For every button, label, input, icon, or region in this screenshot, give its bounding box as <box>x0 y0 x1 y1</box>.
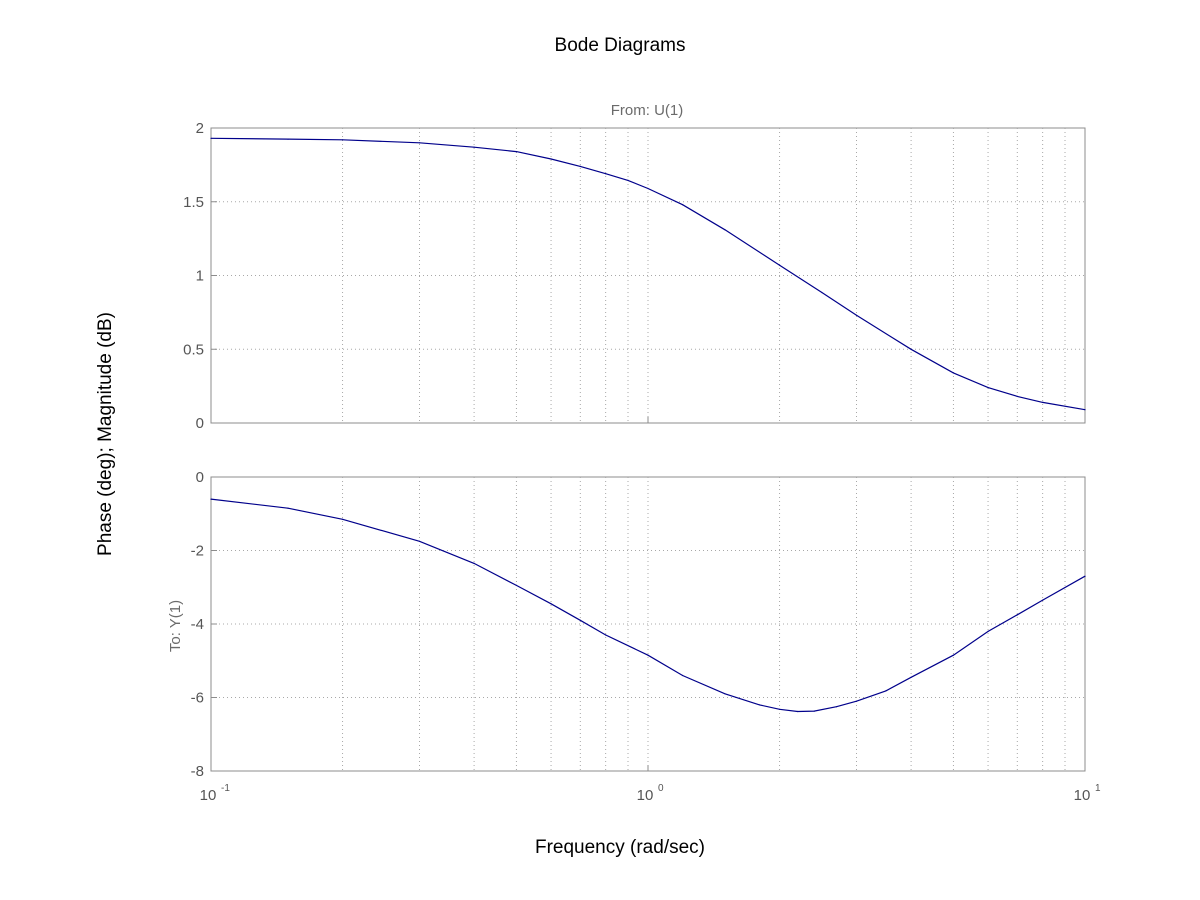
phase-data-point <box>579 619 581 621</box>
phase-y-tick-label: -4 <box>191 616 204 633</box>
magnitude-y-tick-label: 0 <box>196 415 204 432</box>
magnitude-data-point <box>1042 401 1044 403</box>
y-axis-label: Phase (deg); Magnitude (dB) <box>95 312 116 556</box>
x-tick-label: 10 <box>1074 787 1091 804</box>
phase-data-point <box>759 704 761 706</box>
x-tick-exponent: -1 <box>221 783 230 794</box>
phase-data-point <box>342 518 344 520</box>
phase-data-point <box>813 710 815 712</box>
phase-data-point <box>515 584 518 587</box>
magnitude-data-point <box>287 138 289 140</box>
magnitude-y-tick-label: 0.5 <box>183 341 204 358</box>
magnitude-data-point <box>724 229 726 231</box>
phase-data-point <box>797 710 799 713</box>
magnitude-data-point <box>210 137 212 139</box>
phase-data-point <box>1084 575 1086 577</box>
phase-y-tick-label: -6 <box>191 690 204 707</box>
magnitude-data-point <box>473 146 475 148</box>
phase-data-point <box>910 676 912 678</box>
phase-data-point <box>682 674 684 677</box>
magnitude-curve <box>210 137 1086 411</box>
magnitude-data-point <box>682 204 684 206</box>
phase-y-tick-label: -8 <box>191 763 204 780</box>
magnitude-data-point <box>821 291 823 294</box>
magnitude-data-point <box>910 348 912 350</box>
phase-data-point <box>855 700 858 702</box>
phase-panel: -8 -6 -4 -2 0 <box>191 469 1086 780</box>
magnitude-data-point <box>647 187 649 190</box>
magnitude-y-tick-label: 1.5 <box>183 194 204 211</box>
magnitude-data-point <box>579 165 581 167</box>
phase-data-point <box>605 634 607 636</box>
magnitude-data-point <box>418 142 421 144</box>
plot-panels: 0 0.5 1 1.5 2 -8 -6 -4 -2 0 10 -1 10 0 10 1 <box>183 120 1101 804</box>
phase-data-point <box>885 690 887 692</box>
magnitude-y-tick-label: 2 <box>196 120 204 137</box>
chart-title: Bode Diagrams <box>555 35 686 56</box>
phase-data-point <box>550 603 552 605</box>
x-tick-exponent: 1 <box>1095 783 1101 794</box>
from-input-label: From: U(1) <box>611 102 684 119</box>
phase-y-tick-label: 0 <box>196 469 204 486</box>
phase-data-point <box>987 630 989 633</box>
to-output-label: To: Y(1) <box>167 600 184 652</box>
phase-data-point <box>1042 599 1044 601</box>
magnitude-data-point <box>855 314 858 316</box>
magnitude-data-point <box>550 158 552 160</box>
magnitude-data-point <box>342 139 344 141</box>
x-tick-exponent: 0 <box>658 783 664 794</box>
magnitude-data-point <box>627 179 629 181</box>
phase-data-point <box>835 706 838 708</box>
phase-data-point <box>952 654 955 656</box>
magnitude-data-point <box>1016 395 1018 397</box>
magnitude-data-point <box>779 264 781 266</box>
x-axis-label: Frequency (rad/sec) <box>535 837 705 858</box>
phase-data-point <box>473 562 475 565</box>
x-tick-label: 10 <box>637 787 654 804</box>
magnitude-data-point <box>515 151 518 153</box>
magnitude-panel: 0 0.5 1 1.5 2 <box>183 120 1086 432</box>
phase-data-point <box>418 540 421 542</box>
phase-data-point <box>1016 614 1018 616</box>
x-tick-labels: 10 -1 10 0 10 1 <box>200 783 1101 804</box>
phase-data-point <box>724 693 726 695</box>
x-tick-label: 10 <box>200 787 217 804</box>
magnitude-data-point <box>605 173 607 175</box>
phase-y-tick-label: -2 <box>191 543 204 560</box>
phase-data-point <box>287 507 289 509</box>
magnitude-data-point <box>952 372 955 374</box>
phase-data-point <box>647 654 649 656</box>
magnitude-data-point <box>1084 409 1086 411</box>
phase-data-point <box>210 498 212 500</box>
magnitude-y-tick-label: 1 <box>196 268 204 285</box>
phase-data-point <box>779 708 781 710</box>
magnitude-data-point <box>987 387 989 389</box>
